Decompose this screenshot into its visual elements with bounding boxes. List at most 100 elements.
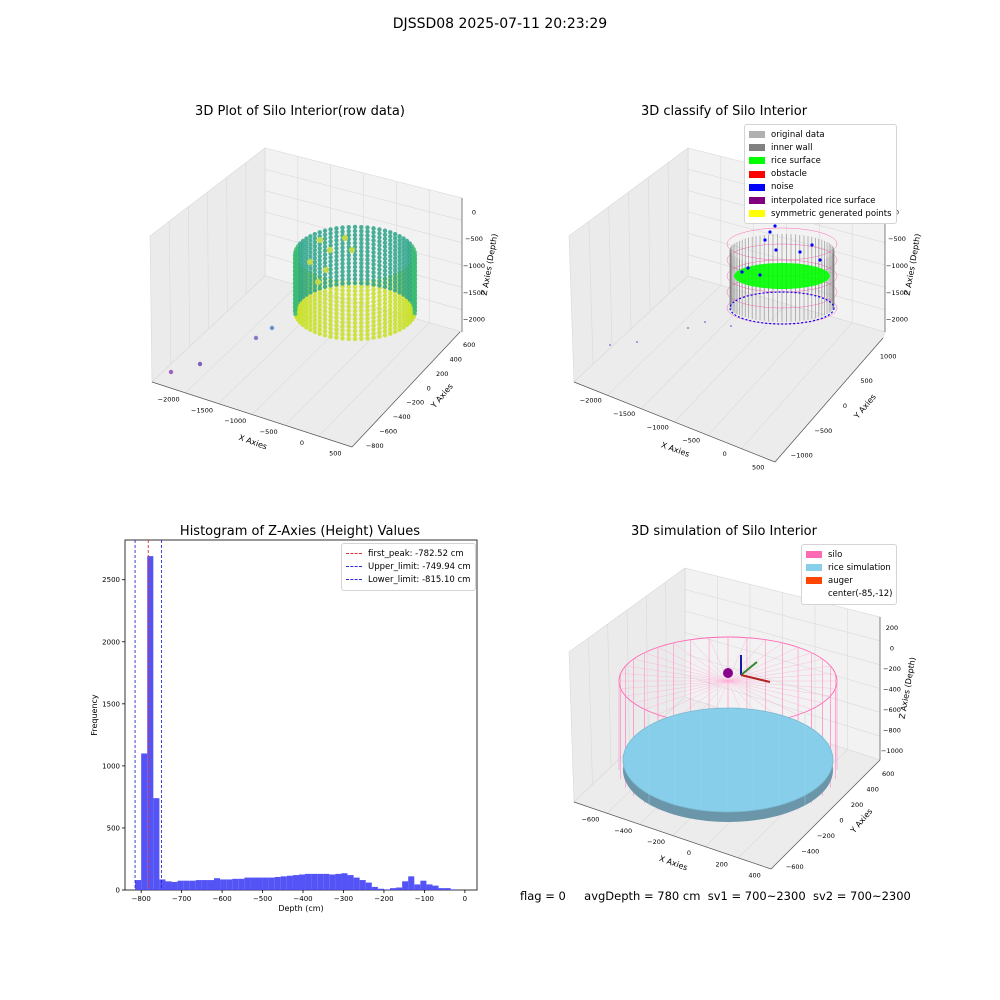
raw-point — [328, 267, 333, 272]
raw-point — [328, 227, 333, 232]
raw-point — [377, 231, 382, 236]
raw-point — [392, 255, 398, 261]
raw-point — [382, 264, 388, 269]
raw-point — [322, 309, 328, 314]
raw-point — [382, 244, 388, 249]
raw-point — [323, 267, 329, 273]
raw-point — [328, 330, 333, 335]
classify-legend: original data inner wall rice surface ob… — [744, 124, 897, 225]
raw-point — [352, 276, 358, 282]
raw-point — [346, 252, 351, 258]
raw-point — [340, 229, 345, 234]
raw-point — [382, 228, 388, 233]
raw-point — [397, 234, 402, 239]
raw-point — [404, 282, 410, 288]
histogram-frame — [124, 539, 478, 891]
raw-point — [388, 282, 393, 287]
silo-roof-line — [727, 680, 799, 715]
raw-point — [382, 333, 388, 338]
raw-point — [340, 269, 345, 274]
grid-line — [185, 285, 299, 394]
raw-point — [334, 278, 339, 283]
raw-point — [304, 309, 309, 314]
histogram-bar — [262, 877, 269, 890]
raw-point — [322, 289, 328, 294]
raw-point — [346, 276, 351, 282]
histogram-bar — [207, 880, 215, 890]
raw-outlier-point — [269, 325, 275, 331]
raw-point — [308, 278, 313, 283]
y-tick-label: −1000 — [791, 452, 813, 460]
raw-point — [304, 313, 309, 318]
raw-point — [334, 262, 339, 267]
raw-point — [352, 232, 358, 238]
raw-point — [365, 241, 370, 246]
y-tick-label: 200 — [436, 370, 448, 378]
raw-point — [312, 321, 318, 327]
raw-point — [401, 252, 406, 257]
histogram-y-ticks: 0 500 1000 1500 2000 2500 — [102, 576, 125, 895]
grid-line — [741, 322, 853, 449]
raw-point — [334, 295, 339, 300]
raw-point — [328, 298, 333, 303]
noise-outlier — [609, 344, 611, 346]
raw-point — [300, 286, 306, 292]
raw-point — [308, 295, 313, 300]
raw-point — [377, 275, 382, 280]
z-tick-label: 0 — [472, 208, 476, 216]
raw-point — [334, 335, 339, 340]
z-tick-label: −1000 — [881, 747, 903, 755]
x-tick-label: −100 — [415, 895, 434, 903]
grid-line — [588, 221, 594, 365]
grid-line — [640, 294, 754, 409]
y-tick-label: −800 — [366, 442, 384, 450]
raw-point — [352, 272, 358, 278]
histogram-bar — [383, 889, 391, 890]
raw-point — [401, 264, 406, 269]
raw-point — [340, 273, 345, 278]
raw-point — [392, 259, 398, 265]
z-tick-label: −2000 — [463, 316, 485, 324]
raw-point — [340, 245, 345, 250]
raw-point — [377, 267, 382, 272]
raw-point — [359, 236, 364, 242]
silo-roof-line — [625, 680, 729, 697]
raw-point — [388, 242, 393, 247]
raw-point — [404, 250, 410, 256]
raw-point — [328, 294, 333, 299]
raw-point — [328, 283, 333, 288]
raw-point — [352, 312, 358, 318]
x-tick-label: 500 — [752, 463, 764, 471]
raw-point — [334, 234, 339, 239]
raw-point — [371, 242, 376, 247]
raw-point — [322, 305, 328, 310]
legend-rice-surface: rice surface — [749, 154, 892, 167]
histogram-bar — [250, 877, 257, 890]
raw-point — [404, 278, 410, 284]
raw-point — [334, 258, 339, 263]
raw-point — [392, 321, 398, 327]
x-tick-label: −200 — [647, 838, 665, 846]
raw-point — [317, 274, 322, 279]
raw-point — [388, 327, 393, 332]
z-tick-label: −1000 — [463, 262, 485, 270]
grid-line — [207, 191, 209, 330]
noise-point — [773, 224, 777, 228]
x-tick-label: −500 — [260, 428, 278, 436]
raw-point — [334, 254, 339, 259]
raw-point — [382, 321, 388, 326]
histogram-bar — [153, 798, 160, 890]
raw-point — [346, 256, 351, 262]
raw-point — [297, 297, 303, 302]
histogram-bar — [280, 876, 287, 890]
raw-point — [359, 308, 364, 314]
raw-point — [388, 311, 393, 316]
raw-point — [317, 291, 322, 296]
raw-point — [401, 305, 406, 310]
histogram-bar — [244, 877, 251, 890]
raw-point — [359, 324, 364, 330]
raw-point — [340, 249, 345, 254]
raw-point — [304, 252, 309, 257]
raw-point — [388, 299, 393, 304]
raw-point — [312, 305, 318, 311]
